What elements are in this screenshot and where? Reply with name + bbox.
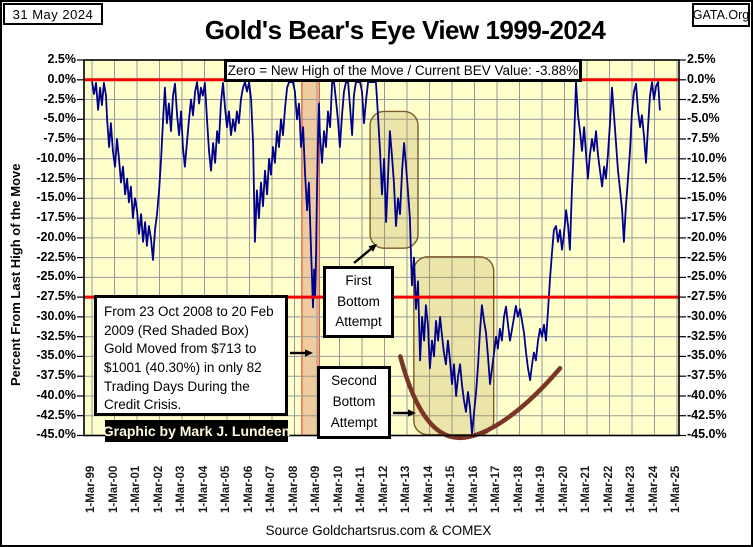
x-tick-label: 1-Mar-06	[243, 465, 255, 513]
y-tick-label-right: -37.5%	[687, 368, 727, 382]
x-tick-label: 1-Mar-15	[445, 465, 457, 513]
x-tick-label: 1-Mar-13	[400, 465, 412, 513]
x-tick-label: 1-Mar-10	[333, 465, 345, 513]
y-tick-label-left: -5.0%	[43, 111, 76, 125]
y-tick-label-right: -17.5%	[687, 210, 727, 224]
author-credit: Graphic by Mark J. Lundeen	[103, 420, 290, 442]
y-tick-label-right: -42.5%	[687, 408, 727, 422]
x-tick-label: 1-Mar-19	[535, 465, 547, 513]
y-tick-label-right: -20.0%	[687, 230, 727, 244]
x-tick-label: 1-Mar-17	[490, 465, 502, 513]
y-tick-label-left: -42.5%	[36, 408, 76, 422]
credit-crisis-note: From 23 Oct 2008 to 20 Feb 2009 (Red Sha…	[94, 295, 288, 416]
annotation-arrowhead	[368, 244, 377, 252]
x-tick-label: 1-Mar-20	[558, 465, 570, 513]
x-tick-label: 1-Mar-07	[265, 465, 277, 513]
y-tick-label-right: -25.0%	[687, 269, 727, 283]
y-tick-label-right: -5.0%	[687, 111, 720, 125]
y-tick-label-right: -45.0%	[687, 427, 727, 441]
x-tick-label: 1-Mar-24	[648, 465, 660, 513]
annotation-arrow	[353, 248, 372, 264]
y-tick-label-left: -22.5%	[36, 250, 76, 264]
x-tick-label: 1-Mar-21	[580, 465, 592, 513]
y-tick-label-right: -2.5%	[687, 92, 720, 106]
x-tick-label: 1-Mar-23	[625, 465, 637, 513]
y-tick-label-left: -17.5%	[36, 210, 76, 224]
page-title: Gold's Bear's Eye View 1999-2024	[204, 15, 606, 45]
y-tick-label-right: -12.5%	[687, 171, 727, 185]
x-tick-label: 1-Mar-02	[153, 465, 165, 513]
bottom-curve	[398, 354, 563, 441]
y-tick-label-left: -2.5%	[43, 92, 76, 106]
y-tick-label-right: -15.0%	[687, 190, 727, 204]
x-tick-label: 1-Mar-12	[378, 465, 390, 513]
x-tick-label: 1-Mar-99	[85, 465, 97, 513]
x-tick-label: 1-Mar-22	[603, 465, 615, 513]
y-tick-label-left: -35.0%	[36, 348, 76, 362]
y-tick-label-left: -32.5%	[36, 329, 76, 343]
y-tick-label-left: 0.0%	[47, 72, 77, 86]
y-tick-label-left: -7.5%	[43, 131, 76, 145]
annotation-arrowhead	[408, 409, 416, 417]
date-box: 31 May 2024	[3, 3, 103, 25]
annotation-arrowhead	[305, 349, 313, 357]
x-tick-label: 1-Mar-14	[423, 465, 435, 513]
x-tick-label: 1-Mar-05	[220, 465, 232, 513]
x-tick-label: 1-Mar-18	[513, 465, 525, 513]
x-tick-label: 1-Mar-03	[175, 465, 187, 513]
y-tick-label-left: -40.0%	[36, 388, 76, 402]
x-tick-label: 1-Mar-01	[130, 465, 142, 513]
x-tick-label: 1-Mar-09	[310, 465, 322, 513]
y-tick-label-left: -15.0%	[36, 190, 76, 204]
y-tick-label-left: -27.5%	[36, 289, 76, 303]
x-tick-label: 1-Mar-00	[108, 465, 120, 513]
second-bottom-attempt-label: Second Bottom Attempt	[317, 366, 391, 439]
y-tick-label-right: -30.0%	[687, 309, 727, 323]
y-tick-label-right: 0.0%	[687, 72, 716, 86]
x-tick-label: 1-Mar-08	[288, 465, 300, 513]
y-tick-label-right: 2.5%	[687, 52, 716, 66]
y-tick-label-right: -27.5%	[687, 289, 727, 303]
y-tick-label-right: -10.0%	[687, 151, 727, 165]
y-tick-label-left: -20.0%	[36, 230, 76, 244]
y-tick-label-left: -37.5%	[36, 368, 76, 382]
bev-line	[91, 81, 661, 435]
y-tick-label-left: -10.0%	[36, 151, 76, 165]
first-bottom-attempt-label: First Bottom Attempt	[323, 266, 394, 338]
x-tick-label: 1-Mar-16	[468, 465, 480, 513]
y-tick-label-left: -45.0%	[36, 427, 76, 441]
y-tick-label-right: -35.0%	[687, 348, 727, 362]
y-tick-label-right: -7.5%	[687, 131, 720, 145]
y-tick-label-right: -40.0%	[687, 388, 727, 402]
y-tick-label-right: -22.5%	[687, 250, 727, 264]
y-tick-label-left: -30.0%	[36, 309, 76, 323]
x-tick-label: 1-Mar-25	[670, 465, 682, 513]
zero-note-box: Zero = New High of the Move / Current BE…	[224, 59, 582, 82]
date-text: 31 May 2024	[12, 6, 94, 22]
x-tick-label: 1-Mar-04	[198, 465, 210, 513]
source-text: Source Goldchartsrus.com & COMEX	[265, 523, 492, 538]
y-tick-label-left: -12.5%	[36, 171, 76, 185]
y-tick-label-right: -32.5%	[687, 329, 727, 343]
second-bottom-region	[413, 256, 495, 436]
gata-org-box: GATA.Org	[692, 3, 750, 27]
y-tick-label-left: 2.5%	[47, 52, 77, 66]
x-tick-label: 1-Mar-11	[355, 466, 367, 513]
y-tick-label-left: -25.0%	[36, 269, 76, 283]
gata-org-text: GATA.Org	[692, 8, 750, 22]
